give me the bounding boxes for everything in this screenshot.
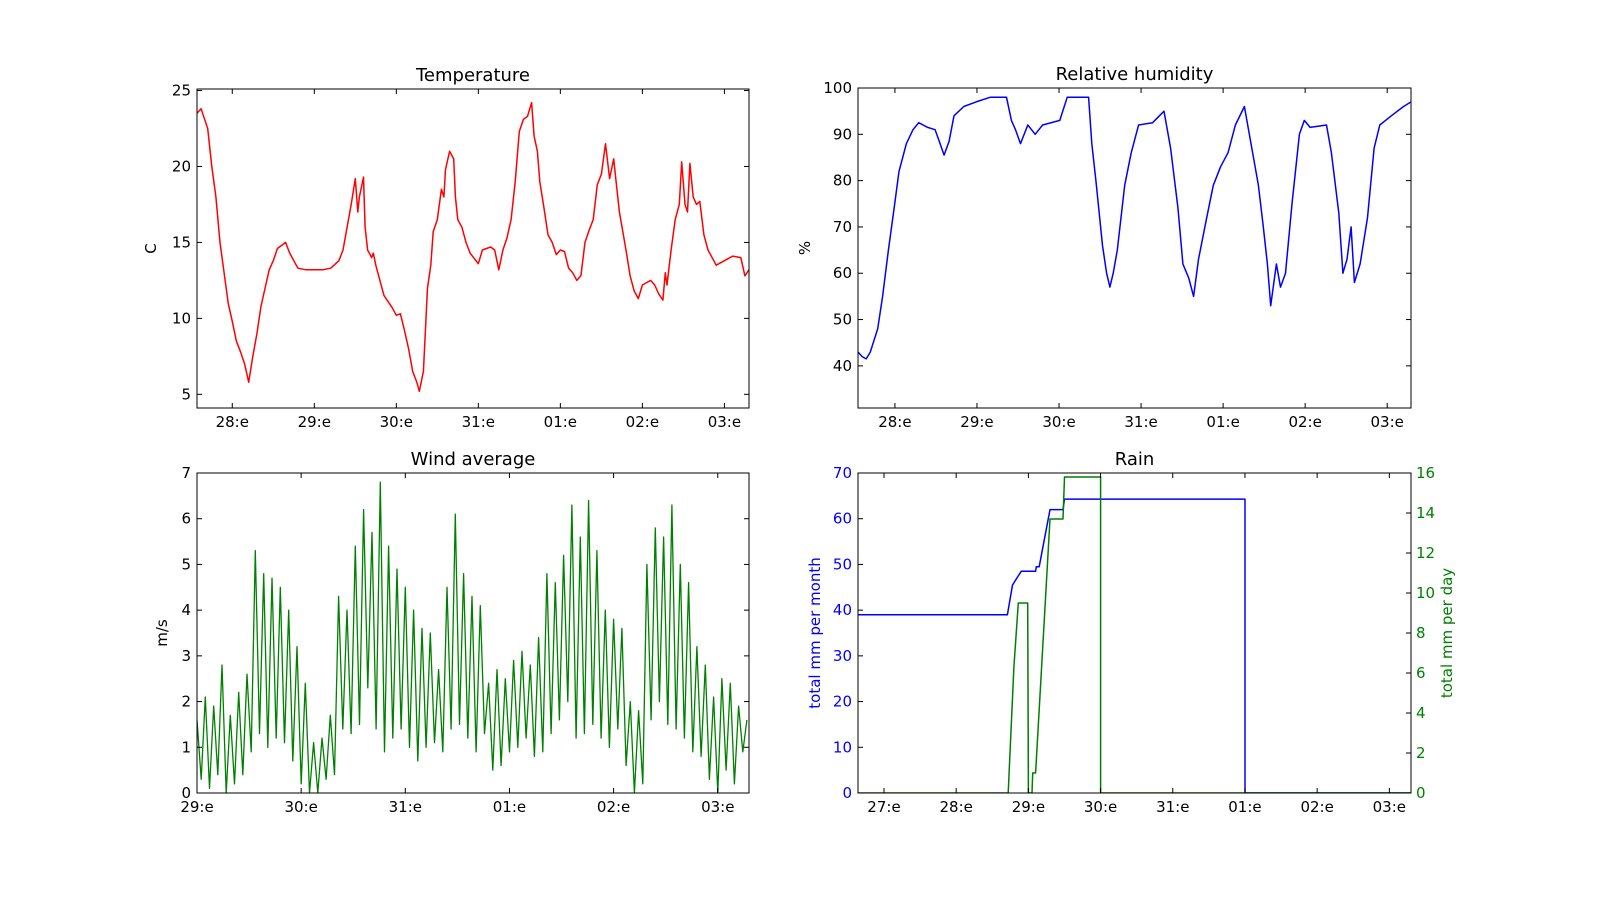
y-tick-label: 100 <box>823 79 852 97</box>
y-tick-label: 40 <box>833 601 852 619</box>
y-axis-label: m/s <box>153 619 171 647</box>
y-tick-label: 90 <box>833 125 852 143</box>
chart-title: Relative humidity <box>1056 64 1214 85</box>
y-tick-label: 50 <box>833 311 852 329</box>
y-right-tick-label: 12 <box>1416 544 1435 562</box>
y-axis-label: total mm per month <box>806 557 824 708</box>
y-right-tick-label: 16 <box>1416 464 1435 482</box>
x-tick-label: 30:e <box>380 413 413 431</box>
x-tick-label: 03:e <box>701 798 734 816</box>
y-axis-right-label: total mm per day <box>1438 568 1456 698</box>
y-tick-label: 60 <box>833 264 852 282</box>
chart-title: Rain <box>1115 449 1155 470</box>
y-tick-label: 4 <box>181 601 191 619</box>
y-tick-label: 5 <box>181 555 191 573</box>
subplot-relative-humidity: 28:e 29:e 30:e 31:e 01:e 02:e 03:e 40 50 60 70 80 90… <box>796 64 1412 431</box>
x-tick-label: 31:e <box>1156 798 1189 816</box>
subplot-rain: 27:e 28:e 29:e 30:e 31:e 01:e 02:e 03:e01020304… <box>806 449 1456 816</box>
x-tick-label: 30:e <box>284 798 317 816</box>
series-line-wind-average <box>197 481 748 793</box>
y-right-tick-label: 10 <box>1416 584 1435 602</box>
y-tick-label: 0 <box>842 784 852 802</box>
series-line-temperature <box>197 101 749 393</box>
x-tick-label: 01:e <box>544 413 577 431</box>
x-tick-label: 27:e <box>867 798 900 816</box>
y-tick-label: 6 <box>181 510 191 528</box>
y-axis-label: % <box>796 241 814 255</box>
x-tick-label: 31:e <box>462 413 495 431</box>
y-right-tick-label: 0 <box>1416 784 1426 802</box>
y-tick-label: 10 <box>172 309 191 327</box>
chart-title: Temperature <box>415 65 530 86</box>
y-tick-label: 5 <box>181 385 191 403</box>
x-tick-label: 02:e <box>626 413 659 431</box>
series-line-relative-humidity <box>858 96 1411 360</box>
x-tick-label: 02:e <box>1288 413 1321 431</box>
y-tick-label: 70 <box>833 464 852 482</box>
subplot-wind-average: 29:e 30:e 31:e 01:e 02:e 03:e 0 1 2 3 4 5 6 7 Wind ave… <box>153 449 750 816</box>
y-axis-label: C <box>142 243 160 253</box>
y-tick-label: 20 <box>833 693 852 711</box>
subplot-temperature: 28:e 29:e 30:e 31:e 01:e 02:e 03:e 5 10 15 20 25 Tem… <box>142 65 750 431</box>
y-right-tick-label: 8 <box>1416 624 1426 642</box>
axes-frame <box>196 472 750 794</box>
x-tick-label: 03:e <box>708 413 741 431</box>
x-tick-label: 30:e <box>1042 413 1075 431</box>
x-tick-label: 29:e <box>1012 798 1045 816</box>
x-tick-label: 29:e <box>960 413 993 431</box>
x-tick-label: 28:e <box>878 413 911 431</box>
axes-frame <box>196 88 750 409</box>
y-tick-label: 25 <box>172 82 191 100</box>
y-tick-label: 15 <box>172 233 191 251</box>
y-tick-label: 2 <box>181 693 191 711</box>
y-tick-label: 10 <box>833 738 852 756</box>
y-tick-label: 70 <box>833 218 852 236</box>
y-right-tick-label: 2 <box>1416 744 1426 762</box>
x-tick-label: 02:e <box>1300 798 1333 816</box>
x-tick-label: 03:e <box>1371 413 1404 431</box>
x-tick-label: 01:e <box>1206 413 1239 431</box>
y-tick-label: 1 <box>181 738 191 756</box>
series-line-total-mm-per-month <box>858 498 1411 793</box>
y-tick-label: 0 <box>181 784 191 802</box>
y-tick-label: 20 <box>172 157 191 175</box>
y-tick-label: 40 <box>833 357 852 375</box>
y-tick-label: 7 <box>181 464 191 482</box>
x-tick-label: 03:e <box>1373 798 1406 816</box>
y-tick-label: 80 <box>833 172 852 190</box>
y-tick-label: 60 <box>833 510 852 528</box>
x-tick-label: 29:e <box>298 413 331 431</box>
x-tick-label: 31:e <box>389 798 422 816</box>
y-right-tick-label: 6 <box>1416 664 1426 682</box>
x-tick-label: 31:e <box>1124 413 1157 431</box>
x-tick-label: 28:e <box>216 413 249 431</box>
chart-title: Wind average <box>411 449 536 470</box>
x-tick-label: 30:e <box>1084 798 1117 816</box>
y-right-tick-label: 4 <box>1416 704 1426 722</box>
y-tick-label: 30 <box>833 647 852 665</box>
x-tick-label: 02:e <box>597 798 630 816</box>
x-tick-label: 01:e <box>1228 798 1261 816</box>
x-tick-label: 29:e <box>180 798 213 816</box>
series-line-total-mm-per-day <box>858 476 1411 793</box>
y-tick-label: 50 <box>833 555 852 573</box>
y-tick-label: 3 <box>181 647 191 665</box>
axes-frame <box>857 472 1412 794</box>
axes-frame <box>857 87 1412 409</box>
x-tick-label: 28:e <box>939 798 972 816</box>
x-tick-label: 01:e <box>493 798 526 816</box>
y-right-tick-label: 14 <box>1416 504 1435 522</box>
